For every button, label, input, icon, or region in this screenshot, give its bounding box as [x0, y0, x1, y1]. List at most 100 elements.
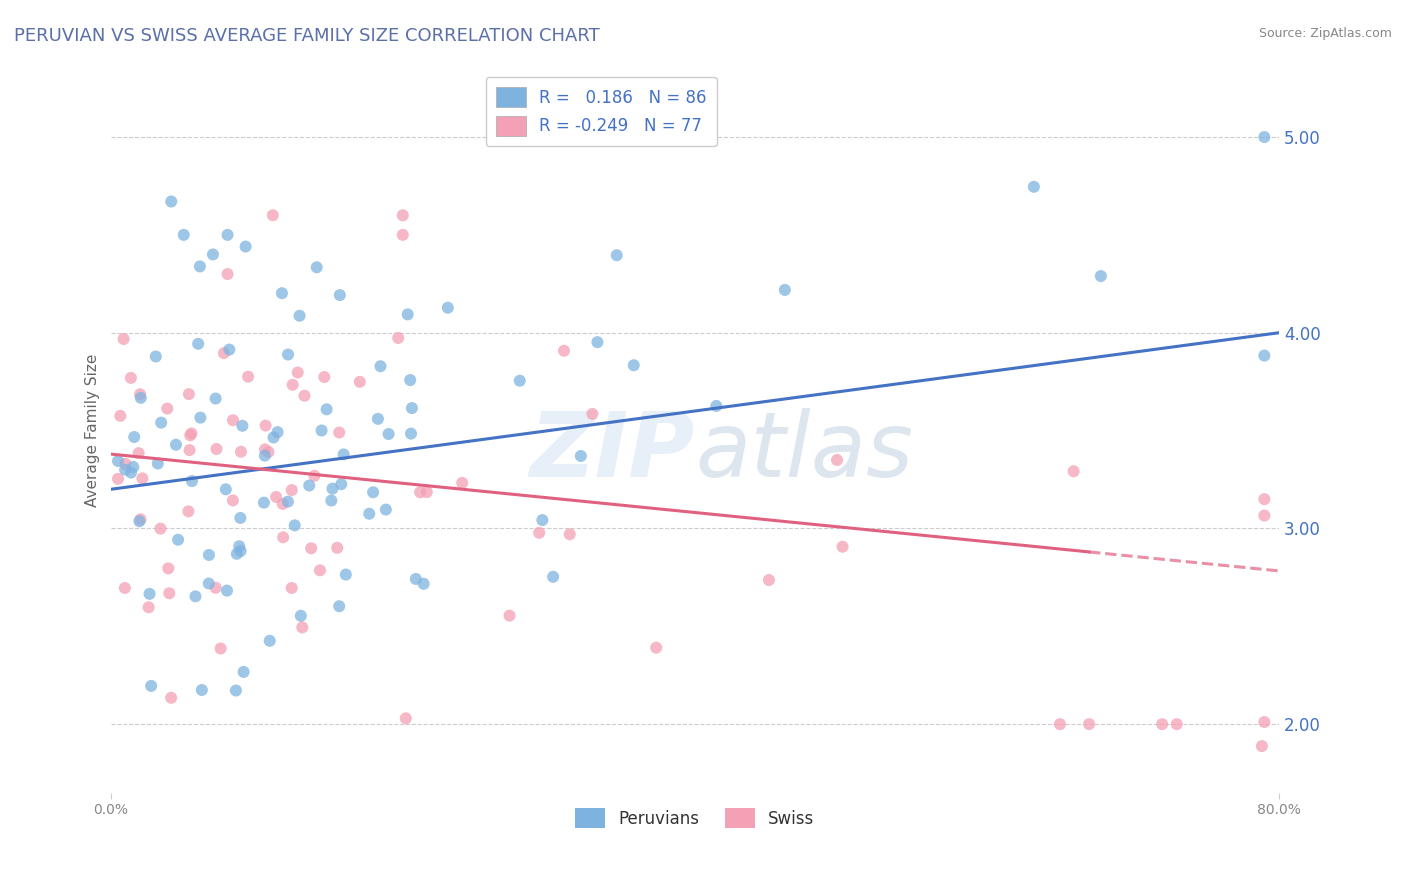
Swiss [160, 690, 183, 705]
Swiss [281, 483, 304, 497]
Swiss [581, 407, 603, 421]
Peruvians [399, 426, 422, 441]
Swiss [179, 443, 201, 458]
Text: ZIP: ZIP [530, 409, 695, 496]
Text: PERUVIAN VS SWISS AVERAGE FAMILY SIZE CORRELATION CHART: PERUVIAN VS SWISS AVERAGE FAMILY SIZE CO… [14, 27, 600, 45]
Peruvians [259, 633, 281, 648]
Swiss [157, 586, 180, 600]
Peruvians [606, 248, 628, 262]
Swiss [271, 497, 294, 511]
Swiss [131, 471, 153, 485]
Swiss [129, 512, 152, 526]
Peruvians [167, 533, 190, 547]
Swiss [314, 370, 336, 384]
Peruvians [332, 447, 354, 461]
Swiss [498, 608, 520, 623]
Legend: Peruvians, Swiss: Peruvians, Swiss [568, 801, 821, 835]
Peruvians [330, 477, 353, 491]
Swiss [1078, 717, 1101, 731]
Swiss [527, 525, 550, 540]
Peruvians [160, 194, 183, 209]
Swiss [149, 522, 172, 536]
Swiss [645, 640, 668, 655]
Swiss [177, 504, 200, 518]
Peruvians [225, 683, 247, 698]
Peruvians [328, 599, 350, 614]
Swiss [294, 389, 316, 403]
Swiss [1166, 717, 1188, 731]
Peruvians [367, 412, 389, 426]
Swiss [138, 600, 160, 615]
Swiss [1063, 464, 1085, 478]
Swiss [299, 541, 322, 556]
Peruvians [436, 301, 458, 315]
Peruvians [215, 583, 238, 598]
Peruvians [305, 260, 328, 275]
Y-axis label: Average Family Size: Average Family Size [86, 354, 100, 508]
Peruvians [704, 399, 727, 413]
Swiss [1049, 717, 1071, 731]
Swiss [257, 445, 280, 459]
Peruvians [145, 350, 167, 364]
Peruvians [190, 410, 212, 425]
Peruvians [412, 576, 434, 591]
Peruvians [122, 430, 145, 444]
Peruvians [253, 449, 276, 463]
Swiss [395, 711, 418, 725]
Swiss [112, 332, 135, 346]
Peruvians [401, 401, 423, 416]
Peruvians [231, 418, 253, 433]
Swiss [1253, 492, 1275, 507]
Peruvians [181, 474, 204, 488]
Peruvians [1253, 349, 1275, 363]
Peruvians [359, 507, 381, 521]
Peruvians [215, 483, 238, 497]
Peruvians [623, 358, 645, 372]
Peruvians [586, 335, 609, 350]
Swiss [222, 413, 245, 427]
Peruvians [114, 463, 136, 477]
Peruvians [290, 608, 312, 623]
Swiss [271, 530, 294, 544]
Peruvians [1090, 268, 1112, 283]
Peruvians [321, 493, 343, 508]
Peruvians [396, 307, 419, 321]
Peruvians [541, 570, 564, 584]
Peruvians [198, 548, 221, 562]
Swiss [281, 377, 304, 392]
Peruvians [271, 286, 294, 301]
Peruvians [129, 391, 152, 405]
Peruvians [321, 482, 343, 496]
Swiss [758, 573, 780, 587]
Peruvians [315, 402, 337, 417]
Peruvians [329, 288, 352, 302]
Peruvians [138, 587, 160, 601]
Swiss [328, 425, 350, 440]
Peruvians [120, 466, 142, 480]
Peruvians [141, 679, 163, 693]
Swiss [177, 387, 200, 401]
Swiss [128, 446, 150, 460]
Peruvians [266, 425, 288, 439]
Swiss [262, 208, 284, 222]
Swiss [179, 428, 201, 442]
Peruvians [263, 430, 285, 444]
Peruvians [377, 427, 399, 442]
Swiss [1253, 714, 1275, 729]
Peruvians [284, 518, 307, 533]
Peruvians [201, 247, 224, 261]
Peruvians [187, 336, 209, 351]
Swiss [1152, 717, 1174, 731]
Peruvians [361, 485, 384, 500]
Peruvians [229, 544, 252, 558]
Swiss [1251, 739, 1274, 753]
Swiss [217, 267, 239, 281]
Swiss [387, 331, 409, 345]
Swiss [129, 387, 152, 401]
Swiss [304, 468, 326, 483]
Swiss [409, 485, 432, 500]
Swiss [553, 343, 575, 358]
Peruvians [150, 416, 173, 430]
Peruvians [569, 449, 592, 463]
Peruvians [128, 514, 150, 528]
